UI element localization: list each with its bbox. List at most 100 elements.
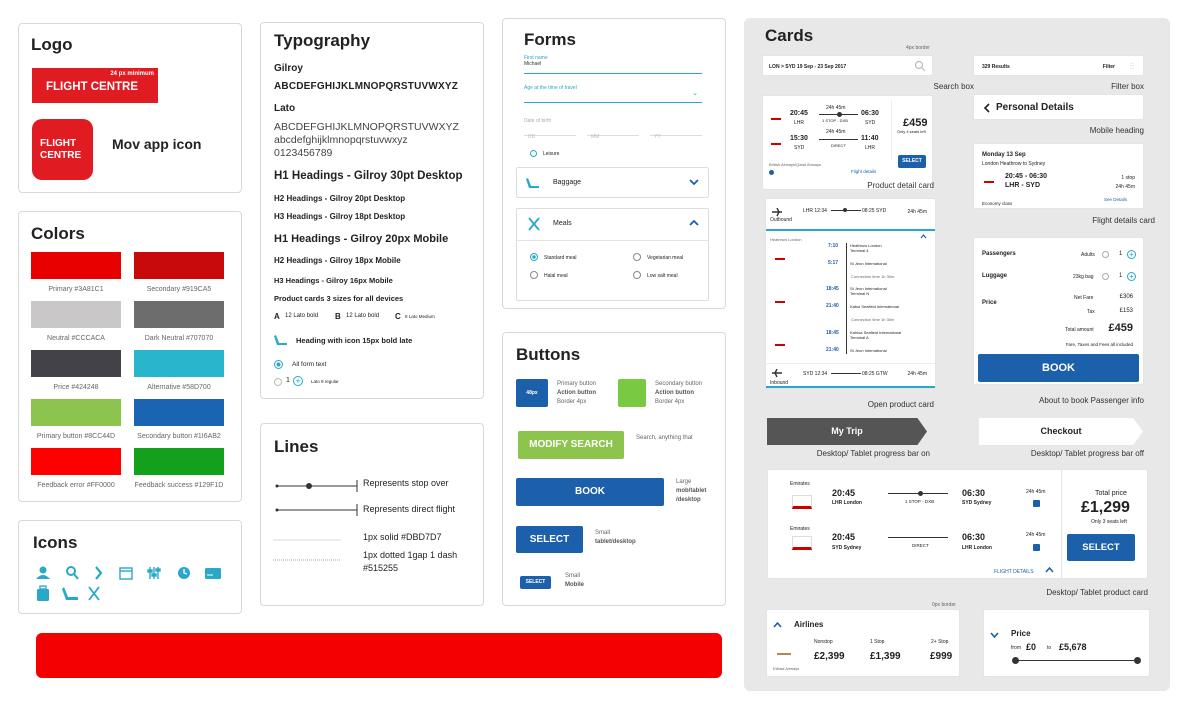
size-a-text: 12 Lato bold bbox=[285, 313, 319, 319]
checkout-progress[interactable]: Checkout bbox=[979, 418, 1143, 445]
age-select[interactable]: Age at the time of travel ⌄ bbox=[524, 85, 702, 103]
color-swatch bbox=[31, 448, 121, 475]
product-detail-card[interactable]: 24h 45m 20:45 LHR 1 STOP - DXB 06:30 SYD… bbox=[762, 95, 933, 190]
font2-digits: 0123456789 bbox=[274, 147, 333, 159]
pd-select-button[interactable]: SELECT bbox=[898, 155, 926, 168]
dt-city-1: LHR London bbox=[832, 500, 862, 506]
op-leg-logo-2 bbox=[775, 298, 785, 303]
dt-duration-2: 24h 45m bbox=[1026, 532, 1046, 538]
flight-details-card[interactable]: Monday 13 Sep London Heathrow to Sydney … bbox=[973, 143, 1144, 209]
chevron-up-icon[interactable] bbox=[920, 234, 927, 239]
pd-route-line-2 bbox=[819, 139, 858, 140]
dt-select-button[interactable]: SELECT bbox=[1067, 534, 1135, 561]
chevron-up-icon[interactable] bbox=[773, 622, 782, 628]
op-leg-logo-3 bbox=[775, 341, 785, 346]
dob-yy[interactable]: YY bbox=[650, 125, 702, 140]
op-inbound-city-2: 08:25 GTW bbox=[862, 371, 888, 377]
pd-city-2b: LHR bbox=[865, 145, 876, 151]
filter-box[interactable]: 329 Results Filter ⫶⫶ bbox=[973, 55, 1144, 76]
radio-empty[interactable] bbox=[274, 378, 282, 386]
pd-flight-details-link[interactable]: Flight details bbox=[851, 169, 877, 174]
my-trip-progress[interactable]: My Trip bbox=[767, 418, 927, 445]
airlines-card[interactable]: Airlines Nonstop 1 Stop 2+ Stop £2,399 £… bbox=[766, 609, 960, 677]
dt-time-1: 20:45 bbox=[832, 488, 856, 498]
modify-search-button[interactable]: MODIFY SEARCH bbox=[518, 431, 624, 459]
pax-adults-count: 1 bbox=[1119, 251, 1123, 257]
chevron-up-icon[interactable] bbox=[1045, 567, 1054, 573]
pax-adults-plus[interactable]: + bbox=[1127, 250, 1136, 259]
pd-city-1b: SYD bbox=[865, 120, 876, 126]
font1-alpha: ABCDEFGHIJKLMNOPQRSTUVWXYZ bbox=[274, 81, 459, 92]
luggage-icon bbox=[1033, 500, 1040, 507]
meal-veg-radio[interactable] bbox=[633, 253, 641, 261]
small-label: Small bbox=[595, 530, 611, 536]
op-airport-6: St Jeon International bbox=[850, 348, 887, 353]
pd-only-seats: Only 4 seats left bbox=[897, 129, 926, 134]
dt-flight-details-link[interactable]: FLIGHT DETAILS bbox=[994, 569, 1034, 575]
color-swatch-label: Neutral #CCCACA bbox=[47, 335, 105, 342]
op-terminal-5: Terminal A bbox=[850, 335, 869, 340]
dt-stop-2: DIRECT bbox=[912, 543, 929, 548]
search-box[interactable]: LON > SYD 19 Sep - 23 Sep 2017 bbox=[762, 55, 933, 76]
color-swatch bbox=[31, 399, 121, 426]
cards-panel: Cards 4px border LON > SYD 19 Sep - 23 S… bbox=[744, 18, 1170, 691]
pd-duration-1: 24h 45m bbox=[826, 105, 846, 111]
meal-lowsalt-radio[interactable] bbox=[633, 271, 641, 279]
pd-stop-1: 1 STOP - DXB bbox=[822, 118, 848, 123]
color-swatch-label: Price #424248 bbox=[53, 384, 99, 391]
pax-bag-count: 1 bbox=[1119, 273, 1123, 279]
select-small-button[interactable]: SELECT bbox=[520, 576, 551, 589]
op-time-4: 21:40 bbox=[826, 303, 839, 309]
select-button[interactable]: SELECT bbox=[516, 526, 583, 553]
fd-see-details[interactable]: See Details bbox=[1103, 197, 1127, 202]
meals-icon bbox=[88, 586, 100, 601]
filter-icon bbox=[147, 567, 161, 579]
chevron-down-icon[interactable] bbox=[990, 632, 999, 638]
size-c-text: 8 Lato Medium bbox=[405, 314, 435, 319]
color-swatch bbox=[134, 301, 224, 328]
dob-mm[interactable]: MM bbox=[587, 125, 639, 140]
pd-info-icon bbox=[769, 170, 774, 175]
meals-accordion[interactable]: Meals Standard meal Vegetarian meal Hala… bbox=[516, 208, 709, 301]
icon-row bbox=[36, 566, 221, 601]
baggage-label: Baggage bbox=[553, 179, 582, 186]
plus-icon[interactable]: + bbox=[293, 376, 303, 386]
desktop-product-card[interactable]: Emirates 20:45 LHR London 1 STOP - DXB 0… bbox=[767, 469, 1148, 579]
secondary-button-sample[interactable] bbox=[618, 379, 646, 407]
pax-book-button[interactable]: BOOK bbox=[978, 354, 1139, 382]
pax-price-label: Price bbox=[982, 300, 997, 306]
book-button[interactable]: BOOK bbox=[516, 478, 664, 506]
pax-bag-plus[interactable]: + bbox=[1127, 272, 1136, 281]
age-label: Age at the time of travel bbox=[524, 85, 577, 91]
meal-veg: Vegetarian meal bbox=[647, 255, 684, 261]
fd-times: 20:45 - 06:30 bbox=[1005, 173, 1048, 180]
size-b: B bbox=[335, 312, 341, 321]
baggage-accordion[interactable]: Baggage bbox=[516, 167, 709, 198]
dob-dd[interactable]: DD bbox=[524, 125, 576, 140]
fd-route: London Heathrow to Sydney bbox=[982, 161, 1046, 167]
op-connection-1: Connection time 1h 30m bbox=[851, 274, 895, 279]
color-swatch bbox=[134, 252, 224, 279]
typography-panel: Typography Gilroy ABCDEFGHIJKLMNOPQRSTUV… bbox=[260, 22, 484, 399]
leisure-radio[interactable] bbox=[530, 150, 537, 157]
price-slider-track[interactable] bbox=[1015, 660, 1137, 661]
meal-halal-radio[interactable] bbox=[530, 271, 538, 279]
meal-standard-radio[interactable] bbox=[530, 253, 538, 261]
app-icon: FLIGHT CENTRE bbox=[32, 119, 93, 180]
color-swatch bbox=[31, 252, 121, 279]
pd-duration-2: 24h 45m bbox=[826, 129, 846, 135]
op-inbound-duration: 24h 45m bbox=[907, 371, 927, 377]
price-slider-max-handle[interactable] bbox=[1134, 657, 1141, 664]
solid-caption: 1px solid #DBD7D7 bbox=[363, 532, 442, 542]
price-filter-card[interactable]: Price from £0 to £5,678 bbox=[983, 609, 1150, 677]
price-slider-min-handle[interactable] bbox=[1012, 657, 1019, 664]
chevron-left-icon[interactable] bbox=[983, 103, 990, 113]
name-field[interactable]: First name Michael bbox=[524, 55, 702, 74]
passenger-info-card[interactable]: Passengers Adults 1 + Luggage 23kg bag 1… bbox=[973, 237, 1144, 385]
open-product-card[interactable]: LHR 12:34 08:25 SYD 24h 45m Outbound Hea… bbox=[765, 198, 936, 389]
primary-button-sample[interactable]: 48px bbox=[516, 379, 548, 407]
logo-banner: 24 px minimum FLIGHT CENTRE bbox=[32, 68, 158, 103]
large-label-2: mob/tablet bbox=[676, 488, 707, 494]
radio-selected[interactable] bbox=[274, 360, 283, 369]
op-time-3: 18:45 bbox=[826, 286, 839, 292]
